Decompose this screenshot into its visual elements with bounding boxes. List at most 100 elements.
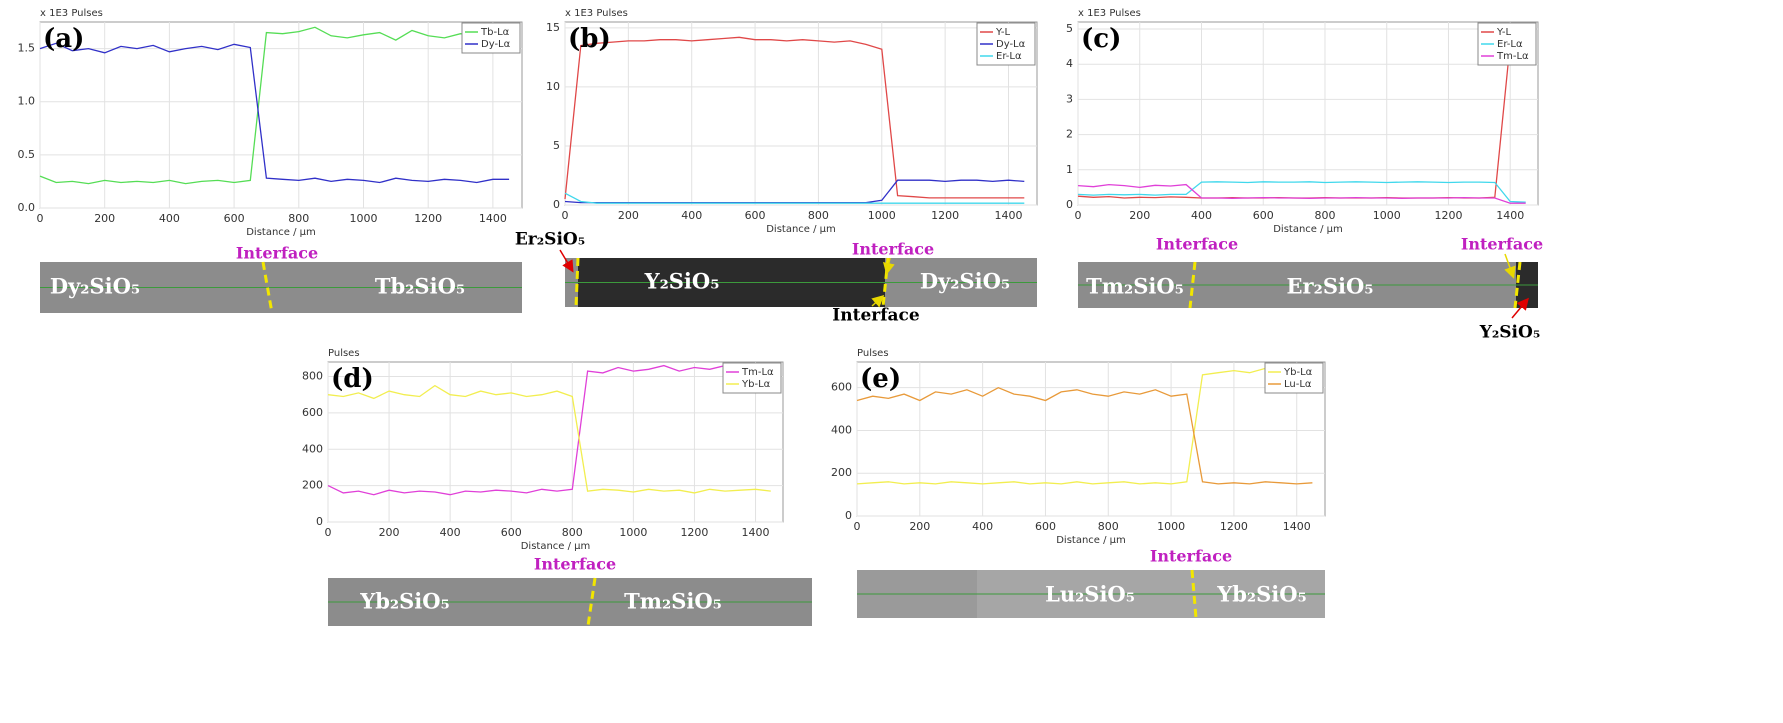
annotation-arrow (1504, 253, 1516, 279)
legend-box (722, 362, 782, 394)
x-tick-label: 1400 (1496, 209, 1524, 222)
legend-label: Dy-Lα (481, 39, 511, 50)
x-tick-label: 0 (1075, 209, 1082, 222)
plot-area (327, 361, 784, 523)
interface-line (586, 577, 597, 627)
y-tick-label: 5 (553, 139, 560, 152)
annotation: Interface (852, 240, 934, 259)
series-line (856, 367, 1313, 485)
series-line (1077, 181, 1526, 203)
plot-area (564, 21, 1038, 206)
annotation-arrow (559, 249, 574, 273)
annotation: Y₂SiO₅ (1479, 323, 1541, 343)
plot-area (39, 21, 523, 209)
legend-label: Tb-Lα (480, 27, 510, 38)
x-tick-label: 600 (1035, 520, 1056, 533)
legend-label: Tm-Lα (741, 367, 774, 378)
annotation-arrow (883, 257, 895, 275)
x-tick-label: 1400 (479, 212, 507, 225)
plot-area (856, 361, 1326, 517)
x-tick-label: 200 (618, 209, 639, 222)
x-tick-label: 1200 (414, 212, 442, 225)
x-axis-label: Distance / µm (246, 227, 316, 238)
series-line (39, 42, 510, 184)
y-tick-label: 0 (316, 515, 323, 528)
y-unit-label: x 1E3 Pulses (1078, 8, 1141, 19)
x-tick-label: 1200 (1220, 520, 1248, 533)
y-tick-label: 200 (302, 479, 323, 492)
annotation: Interface (236, 244, 318, 263)
y-tick-label: 0.0 (18, 201, 36, 214)
panel-label: (c) (1081, 24, 1121, 54)
interface-line (574, 257, 580, 308)
panel-label: (d) (331, 364, 374, 394)
x-tick-label: 1200 (680, 526, 708, 539)
y-tick-label: 2 (1066, 128, 1073, 141)
strip-label: Tb₂SiO₅ (375, 274, 465, 299)
y-tick-label: 1.0 (18, 95, 36, 108)
x-tick-label: 1000 (1157, 520, 1185, 533)
y-tick-label: 1 (1066, 163, 1073, 176)
strip-label: Lu₂SiO₅ (1045, 582, 1135, 607)
y-tick-label: 400 (302, 442, 323, 455)
x-tick-label: 400 (440, 526, 461, 539)
y-tick-label: 3 (1066, 92, 1073, 105)
series-line (564, 36, 1025, 200)
y-tick-label: 1.5 (18, 42, 36, 55)
x-tick-label: 1000 (1373, 209, 1401, 222)
x-axis-label: Distance / µm (1273, 224, 1343, 235)
legend-label: Er-Lα (996, 51, 1022, 62)
x-tick-label: 800 (1098, 520, 1119, 533)
x-tick-label: 1000 (619, 526, 647, 539)
x-tick-label: 0 (562, 209, 569, 222)
annotation-arrow (1511, 297, 1529, 319)
strip-label: Tm₂SiO₅ (1086, 274, 1184, 299)
interface-line (261, 261, 274, 314)
annotation-arrow (871, 294, 885, 308)
series-line (564, 192, 1025, 204)
panel-label: (e) (860, 364, 901, 394)
series-line (856, 386, 1313, 485)
annotation: Interface (1150, 547, 1232, 566)
y-tick-label: 4 (1066, 57, 1073, 70)
x-tick-label: 1400 (742, 526, 770, 539)
x-tick-label: 400 (681, 209, 702, 222)
legend-label: Tm-Lα (1496, 51, 1529, 62)
series-line (327, 364, 771, 496)
legend-label: Yb-Lα (741, 379, 771, 390)
x-tick-label: 200 (1129, 209, 1150, 222)
strip-label: Dy₂SiO₅ (920, 269, 1010, 294)
legend-label: Y-L (1496, 27, 1512, 38)
legend-label: Lu-Lα (1284, 379, 1312, 390)
x-tick-label: 1200 (1434, 209, 1462, 222)
x-tick-label: 400 (159, 212, 180, 225)
y-tick-label: 600 (302, 406, 323, 419)
y-unit-label: x 1E3 Pulses (40, 8, 103, 19)
strip-label: Er₂SiO₅ (1287, 274, 1374, 299)
y-tick-label: 15 (546, 21, 560, 34)
x-tick-label: 200 (909, 520, 930, 533)
y-tick-label: 5 (1066, 22, 1073, 35)
annotation: Interface (832, 306, 920, 326)
x-tick-label: 1400 (994, 209, 1022, 222)
strip-label: Dy₂SiO₅ (50, 274, 140, 299)
strip-label: Yb₂SiO₅ (359, 589, 450, 614)
y-tick-label: 200 (831, 466, 852, 479)
panel-label: (b) (568, 24, 611, 54)
x-axis-label: Distance / µm (766, 224, 836, 235)
strip-label: Tm₂SiO₅ (624, 589, 722, 614)
legend-label: Yb-Lα (1283, 367, 1313, 378)
x-tick-label: 1000 (349, 212, 377, 225)
y-unit-label: Pulses (857, 348, 889, 359)
interface-line (1188, 261, 1197, 309)
x-tick-label: 400 (1191, 209, 1212, 222)
x-tick-label: 600 (224, 212, 245, 225)
legend-box (461, 22, 521, 54)
x-tick-label: 200 (94, 212, 115, 225)
y-unit-label: Pulses (328, 348, 360, 359)
series-line (327, 384, 771, 494)
x-tick-label: 600 (745, 209, 766, 222)
x-tick-label: 1400 (1283, 520, 1311, 533)
series-line (1077, 183, 1526, 204)
x-tick-label: 800 (1314, 209, 1335, 222)
